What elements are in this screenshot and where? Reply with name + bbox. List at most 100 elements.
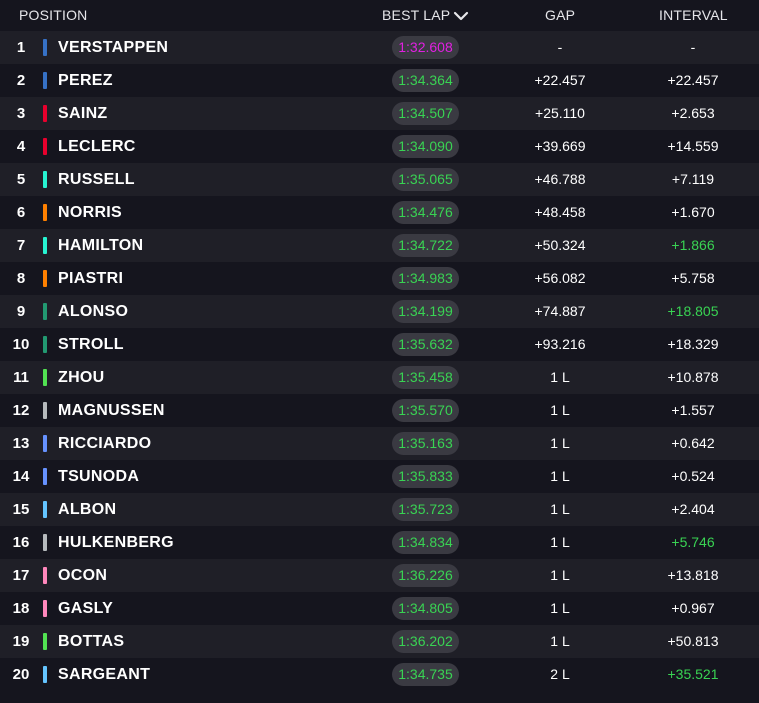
table-row[interactable]: 10 STROLL 1:35.632 +93.216 +18.329 xyxy=(0,328,759,361)
interval-value: +0.524 xyxy=(671,468,715,484)
table-body: 1 VERSTAPPEN 1:32.608 - - 2 PEREZ 1:34.364 +22.4… xyxy=(0,31,759,691)
table-row[interactable]: 17 OCON 1:36.226 1 L +13.818 xyxy=(0,559,759,592)
interval-value: +10.878 xyxy=(667,369,719,385)
driver-name: ALBON xyxy=(58,501,117,518)
interval-value: +22.457 xyxy=(667,72,719,88)
interval-value: +0.967 xyxy=(671,600,715,616)
interval-value: +18.329 xyxy=(667,336,719,352)
driver-name: SAINZ xyxy=(58,105,108,122)
interval-value: +1.557 xyxy=(671,402,715,418)
header-best-lap[interactable]: BEST LAP xyxy=(382,0,469,31)
team-color-bar xyxy=(43,336,47,353)
table-row[interactable]: 13 RICCIARDO 1:35.163 1 L +0.642 xyxy=(0,427,759,460)
driver-name: RICCIARDO xyxy=(58,435,152,452)
row-position: 19 xyxy=(12,633,30,650)
row-position: 8 xyxy=(16,270,26,287)
row-position: 7 xyxy=(16,237,26,254)
table-row[interactable]: 7 HAMILTON 1:34.722 +50.324 +1.866 xyxy=(0,229,759,262)
team-color-bar xyxy=(43,72,47,89)
table-row[interactable]: 14 TSUNODA 1:35.833 1 L +0.524 xyxy=(0,460,759,493)
table-row[interactable]: 16 HULKENBERG 1:34.834 1 L +5.746 xyxy=(0,526,759,559)
team-color-bar xyxy=(43,303,47,320)
table-row[interactable]: 2 PEREZ 1:34.364 +22.457 +22.457 xyxy=(0,64,759,97)
table-row[interactable]: 1 VERSTAPPEN 1:32.608 - - xyxy=(0,31,759,64)
team-color-bar xyxy=(43,534,47,551)
gap-value: +93.216 xyxy=(534,336,586,352)
driver-name: PEREZ xyxy=(58,72,113,89)
team-color-bar xyxy=(43,402,47,419)
interval-value: +35.521 xyxy=(667,666,719,682)
row-position: 18 xyxy=(12,600,30,617)
table-row[interactable]: 6 NORRIS 1:34.476 +48.458 +1.670 xyxy=(0,196,759,229)
best-lap-time: 1:34.983 xyxy=(392,267,459,290)
best-lap-time: 1:34.805 xyxy=(392,597,459,620)
gap-value: +46.788 xyxy=(534,171,586,187)
gap-value: +39.669 xyxy=(534,138,586,154)
header-gap[interactable]: GAP xyxy=(545,7,576,23)
driver-name: SARGEANT xyxy=(58,666,151,683)
table-row[interactable]: 15 ALBON 1:35.723 1 L +2.404 xyxy=(0,493,759,526)
best-lap-time: 1:35.570 xyxy=(392,399,459,422)
driver-name: NORRIS xyxy=(58,204,123,221)
table-row[interactable]: 18 GASLY 1:34.805 1 L +0.967 xyxy=(0,592,759,625)
gap-value: 1 L xyxy=(550,600,570,616)
row-position: 13 xyxy=(12,435,30,452)
gap-value: +25.110 xyxy=(535,105,585,121)
interval-value: +50.813 xyxy=(667,633,719,649)
driver-name: STROLL xyxy=(58,336,124,353)
table-row[interactable]: 20 SARGEANT 1:34.735 2 L +35.521 xyxy=(0,658,759,691)
best-lap-time: 1:35.632 xyxy=(392,333,459,356)
table-row[interactable]: 11 ZHOU 1:35.458 1 L +10.878 xyxy=(0,361,759,394)
interval-value: +1.866 xyxy=(671,237,715,253)
table-row[interactable]: 5 RUSSELL 1:35.065 +46.788 +7.119 xyxy=(0,163,759,196)
row-position: 11 xyxy=(13,369,29,386)
driver-name: MAGNUSSEN xyxy=(58,402,165,419)
gap-value: 2 L xyxy=(550,666,570,682)
best-lap-time: 1:35.723 xyxy=(392,498,459,521)
driver-name: ALONSO xyxy=(58,303,129,320)
driver-name: HAMILTON xyxy=(58,237,144,254)
gap-value: +50.324 xyxy=(534,237,586,253)
table-row[interactable]: 8 PIASTRI 1:34.983 +56.082 +5.758 xyxy=(0,262,759,295)
best-lap-time: 1:34.735 xyxy=(392,663,459,686)
table-row[interactable]: 19 BOTTAS 1:36.202 1 L +50.813 xyxy=(0,625,759,658)
row-position: 15 xyxy=(12,501,30,518)
row-position: 2 xyxy=(16,72,26,89)
driver-name: GASLY xyxy=(58,600,114,617)
interval-value: +7.119 xyxy=(671,171,715,187)
row-position: 20 xyxy=(12,666,30,683)
row-position: 12 xyxy=(12,402,30,419)
best-lap-time: 1:34.199 xyxy=(392,300,459,323)
team-color-bar xyxy=(43,204,47,221)
gap-value: 1 L xyxy=(550,435,570,451)
gap-value: 1 L xyxy=(550,501,570,517)
team-color-bar xyxy=(43,171,47,188)
team-color-bar xyxy=(43,39,47,56)
interval-value: +0.642 xyxy=(671,435,715,451)
driver-name: RUSSELL xyxy=(58,171,135,188)
table-row[interactable]: 3 SAINZ 1:34.507 +25.110 +2.653 xyxy=(0,97,759,130)
interval-value: - xyxy=(690,39,696,55)
table-row[interactable]: 12 MAGNUSSEN 1:35.570 1 L +1.557 xyxy=(0,394,759,427)
gap-value: +48.458 xyxy=(534,204,586,220)
team-color-bar xyxy=(43,600,47,617)
best-lap-time: 1:34.364 xyxy=(392,69,459,92)
driver-name: LECLERC xyxy=(58,138,136,155)
table-row[interactable]: 4 LECLERC 1:34.090 +39.669 +14.559 xyxy=(0,130,759,163)
table-header: POSITION BEST LAP GAP INTERVAL xyxy=(0,0,759,31)
best-lap-time: 1:36.226 xyxy=(392,564,459,587)
row-position: 9 xyxy=(16,303,26,320)
gap-value: +74.887 xyxy=(534,303,586,319)
team-color-bar xyxy=(43,435,47,452)
header-position[interactable]: POSITION xyxy=(19,7,88,23)
interval-value: +14.559 xyxy=(667,138,719,154)
gap-value: 1 L xyxy=(550,534,570,550)
best-lap-time: 1:35.163 xyxy=(392,432,459,455)
row-position: 1 xyxy=(16,39,26,56)
table-row[interactable]: 9 ALONSO 1:34.199 +74.887 +18.805 xyxy=(0,295,759,328)
header-interval[interactable]: INTERVAL xyxy=(659,7,728,23)
interval-value: +2.653 xyxy=(671,105,715,121)
gap-value: 1 L xyxy=(550,402,570,418)
header-best-lap-label: BEST LAP xyxy=(382,7,451,23)
